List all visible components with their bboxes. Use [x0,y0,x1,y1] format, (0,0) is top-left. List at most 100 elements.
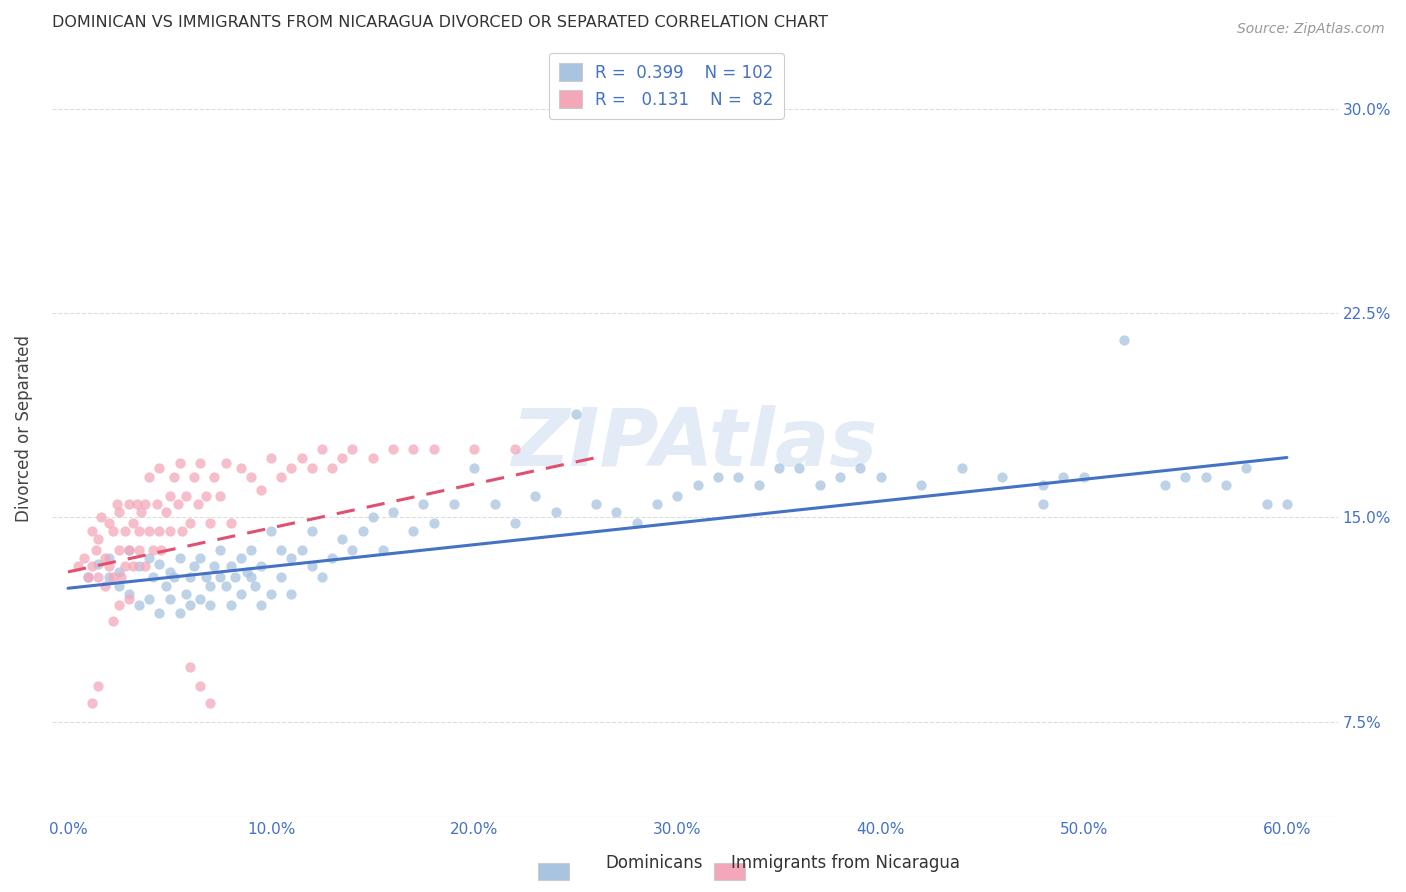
Point [107,505,129,519]
Point [565,407,588,421]
Point [361,450,384,465]
Point [179,598,201,612]
Point [1114,334,1136,348]
Point [645,497,668,511]
Point [503,516,526,530]
Point [463,461,485,475]
Point [128,598,150,612]
Point [239,570,262,584]
Point [280,551,302,566]
Point [311,570,333,584]
Point [321,461,343,475]
Point [463,442,485,457]
Point [270,570,292,584]
Point [382,505,405,519]
Point [82,524,104,538]
Point [148,557,170,571]
Point [544,505,567,519]
Point [215,456,238,470]
Point [626,516,648,530]
Point [330,450,353,465]
Point [110,570,132,584]
Point [188,679,211,693]
Point [239,543,262,558]
Point [371,543,394,558]
Point [138,551,160,566]
Point [179,660,201,674]
Point [229,551,252,566]
Point [128,559,150,574]
Point [243,578,266,592]
Point [422,442,444,457]
Point [159,524,181,538]
Point [828,469,851,483]
Point [107,578,129,592]
Point [202,469,225,483]
Point [97,551,120,566]
Point [148,524,170,538]
Point [142,570,165,584]
Point [250,559,273,574]
Point [97,559,120,574]
Point [77,570,100,584]
Point [138,592,160,607]
Point [224,570,246,584]
Point [118,497,141,511]
Point [707,469,730,483]
Point [789,461,811,475]
Point [209,570,232,584]
Point [503,442,526,457]
Text: ZIPAtlas: ZIPAtlas [512,406,877,483]
Point [188,551,211,566]
Point [174,587,197,601]
Point [229,587,252,601]
Point [342,442,364,457]
Point [118,543,141,558]
Point [129,505,152,519]
Point [229,461,252,475]
Point [200,578,222,592]
Y-axis label: Divorced or Separated: Divorced or Separated [15,335,32,523]
Text: Dominicans: Dominicans [606,855,703,872]
Point [342,543,364,558]
Point [138,469,160,483]
Point [155,578,177,592]
Point [107,543,129,558]
Point [179,516,201,530]
Point [1215,477,1237,491]
Point [128,524,150,538]
Point [484,497,506,511]
Point [128,543,150,558]
Point [1032,477,1054,491]
Point [1032,497,1054,511]
Point [200,696,222,710]
Point [215,578,238,592]
Point [412,497,434,511]
Point [134,497,156,511]
Point [105,497,128,511]
Point [524,489,547,503]
Text: Source: ZipAtlas.com: Source: ZipAtlas.com [1237,22,1385,37]
Point [1052,469,1074,483]
Point [97,516,120,530]
Point [138,524,160,538]
Point [87,557,110,571]
Point [155,505,177,519]
Point [183,469,205,483]
Point [869,469,891,483]
Point [118,543,141,558]
Point [402,524,425,538]
Point [605,505,627,519]
Point [950,461,973,475]
Point [169,456,191,470]
Point [200,598,222,612]
Legend: R =  0.399    N = 102, R =   0.131    N =  82: R = 0.399 N = 102, R = 0.131 N = 82 [548,54,783,119]
Point [202,559,225,574]
Point [1174,469,1197,483]
Point [125,497,148,511]
Point [280,587,302,601]
Point [118,587,141,601]
Point [1194,469,1216,483]
Point [236,565,259,579]
Point [134,559,156,574]
